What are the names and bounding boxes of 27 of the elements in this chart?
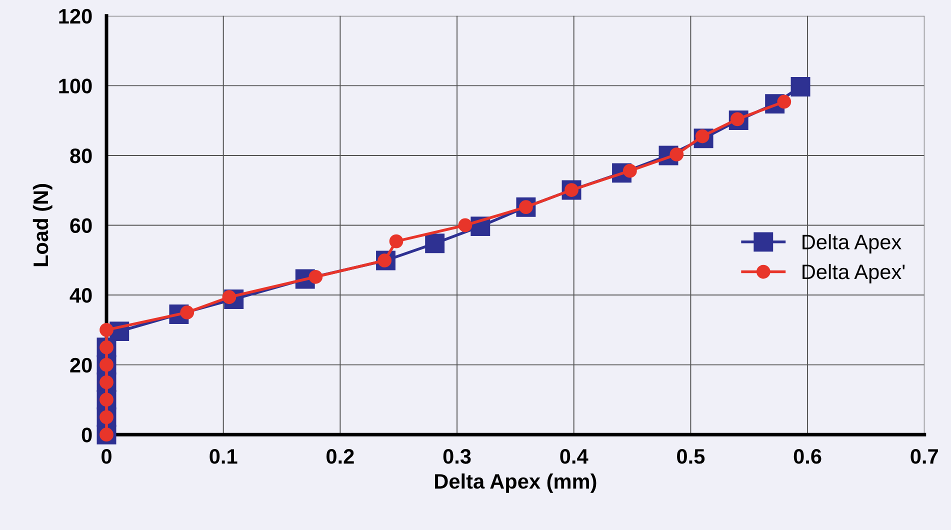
point xyxy=(180,306,194,320)
y-tick-label: 0 xyxy=(82,428,92,442)
x-tick-label: 0.7 xyxy=(910,449,938,464)
point xyxy=(790,77,810,96)
y-tick-label: 20 xyxy=(70,358,92,373)
point xyxy=(308,270,323,284)
point xyxy=(389,234,404,248)
x-tick-label: 0.4 xyxy=(560,449,588,464)
point xyxy=(623,164,637,178)
point xyxy=(670,147,684,162)
point xyxy=(777,94,792,109)
y-tick-label: 80 xyxy=(70,148,92,164)
point xyxy=(458,218,472,232)
x-tick-label: 0.5 xyxy=(677,449,705,464)
x-tick-label: 0.2 xyxy=(326,449,354,464)
x-tick-label: 0.6 xyxy=(794,449,822,464)
y-axis-title: Load (N) xyxy=(32,184,52,266)
x-tick-label: 0 xyxy=(102,449,112,464)
x-tick-label: 0.1 xyxy=(210,449,238,464)
point xyxy=(100,322,114,337)
y-tick-label: 100 xyxy=(59,78,92,94)
x-tick-label: 0.3 xyxy=(443,449,471,464)
y-tick-label: 60 xyxy=(70,218,92,234)
point xyxy=(425,234,445,254)
x-axis-title: Delta Apex (mm) xyxy=(435,473,596,493)
y-tick-label: 120 xyxy=(59,8,92,24)
y-tick-label: 40 xyxy=(70,288,92,303)
